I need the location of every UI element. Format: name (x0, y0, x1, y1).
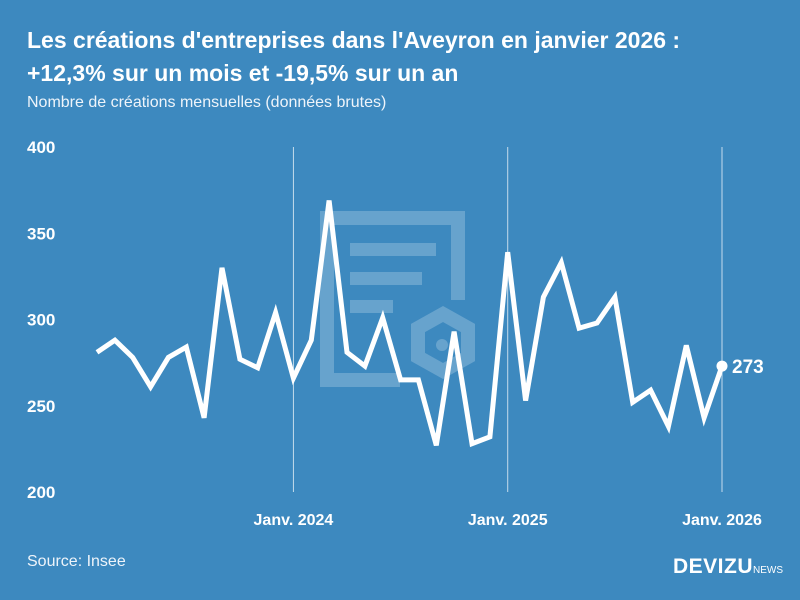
y-tick-label: 200 (27, 483, 55, 502)
title-line-1: Les créations d'entreprises dans l'Aveyr… (27, 27, 681, 53)
title-line-2: +12,3% sur un mois et -19,5% sur un an (27, 60, 459, 86)
series-line (95, 200, 725, 448)
logo-main: DEVIZU (673, 555, 754, 578)
last-value-label: 273 (732, 357, 764, 378)
x-tick-label: Janv. 2025 (468, 512, 548, 529)
chart-subtitle: Nombre de créations mensuelles (données … (27, 94, 387, 111)
x-tick-label: Janv. 2024 (254, 512, 334, 529)
y-tick-label: 400 (27, 138, 55, 157)
source-note: Source: Insee (27, 553, 126, 570)
logo-suffix: NEWS (753, 565, 784, 576)
devizu-logo: DEVIZUNEWS (673, 555, 783, 579)
data-point (716, 360, 728, 372)
chart-title: Les créations d'entreprises dans l'Aveyr… (27, 24, 787, 90)
y-tick-label: 250 (27, 397, 55, 416)
y-tick-label: 350 (27, 224, 55, 243)
x-tick-label: Janv. 2026 (682, 512, 762, 529)
watermark-document-icon (320, 211, 475, 387)
y-tick-label: 300 (27, 311, 55, 330)
